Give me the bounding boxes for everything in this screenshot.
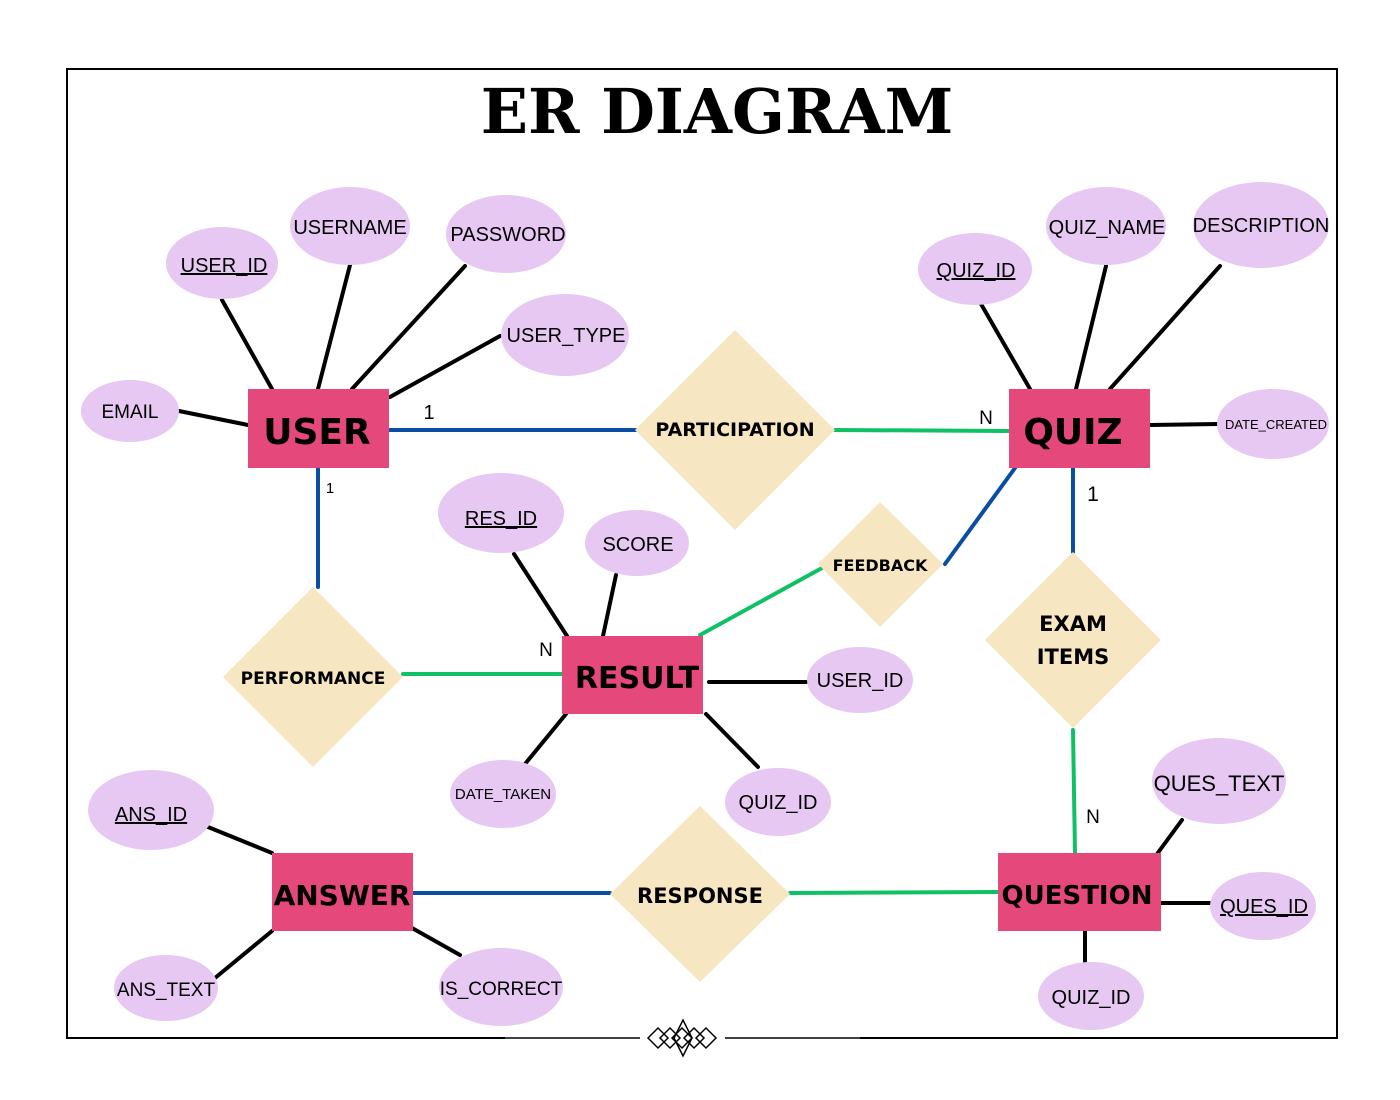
entity-quiz: QUIZ bbox=[1009, 389, 1150, 468]
attribute-email: EMAIL bbox=[81, 380, 179, 442]
entity-user: USER bbox=[248, 389, 389, 468]
svg-text:QUIZ: QUIZ bbox=[1023, 412, 1122, 453]
svg-text:EXAM: EXAM bbox=[1039, 612, 1107, 636]
svg-text:ANS_ID: ANS_ID bbox=[115, 804, 187, 826]
line-user-usertype bbox=[388, 334, 502, 399]
line-user-userid bbox=[220, 298, 274, 391]
svg-text:USER: USER bbox=[263, 412, 370, 453]
svg-text:QUIZ_ID: QUIZ_ID bbox=[739, 792, 818, 814]
page-title: ER DIAGRAM bbox=[481, 75, 953, 148]
svg-text:DATE_TAKEN: DATE_TAKEN bbox=[455, 786, 551, 803]
attribute-date-created: DATE_CREATED bbox=[1217, 389, 1329, 459]
line-result-datetaken bbox=[523, 712, 568, 766]
svg-text:IS_CORRECT: IS_CORRECT bbox=[440, 979, 563, 1000]
relationship-performance: PERFORMANCE bbox=[223, 587, 403, 767]
svg-text:ANSWER: ANSWER bbox=[274, 879, 411, 912]
line-question-questext bbox=[1155, 818, 1184, 856]
svg-text:QUIZ_NAME: QUIZ_NAME bbox=[1049, 217, 1166, 239]
relationship-response: RESPONSE bbox=[610, 806, 790, 982]
relationship-exam-items: EXAM ITEMS bbox=[985, 552, 1161, 728]
line-answer-ansid bbox=[206, 825, 274, 855]
relationship-participation: PARTICIPATION bbox=[635, 330, 835, 530]
entity-question: QUESTION bbox=[998, 853, 1161, 931]
line-quiz-quizname bbox=[1074, 264, 1108, 391]
svg-text:PERFORMANCE: PERFORMANCE bbox=[241, 669, 386, 689]
svg-text:QUESTION: QUESTION bbox=[1002, 881, 1153, 911]
line-quiz-quizid bbox=[979, 302, 1032, 391]
line-examitems-question bbox=[1071, 728, 1077, 855]
svg-text:FEEDBACK: FEEDBACK bbox=[833, 556, 928, 575]
attribute-ques-id: QUES_ID bbox=[1210, 872, 1316, 940]
svg-text:QUIZ_ID: QUIZ_ID bbox=[937, 260, 1016, 282]
svg-text:RESULT: RESULT bbox=[575, 661, 700, 696]
svg-text:ANS_TEXT: ANS_TEXT bbox=[117, 980, 216, 1001]
attribute-date-taken: DATE_TAKEN bbox=[450, 760, 556, 828]
svg-text:DATE_CREATED: DATE_CREATED bbox=[1225, 417, 1327, 432]
attribute-password: PASSWORD bbox=[446, 195, 566, 273]
svg-text:RESPONSE: RESPONSE bbox=[637, 884, 763, 908]
attribute-user-id: USER_ID bbox=[166, 227, 278, 299]
attribute-quiz-name: QUIZ_NAME bbox=[1046, 187, 1166, 265]
line-feedback-quiz bbox=[943, 466, 1017, 566]
cardinality-user-participation: 1 bbox=[423, 402, 434, 424]
svg-text:RES_ID: RES_ID bbox=[465, 508, 537, 530]
attribute-result-user-id: USER_ID bbox=[807, 647, 913, 713]
svg-text:PARTICIPATION: PARTICIPATION bbox=[655, 419, 814, 441]
line-response-question bbox=[788, 890, 1000, 895]
line-user-username bbox=[316, 263, 352, 391]
ornament-diamond-icon bbox=[646, 1018, 718, 1058]
svg-text:DESCRIPTION: DESCRIPTION bbox=[1193, 215, 1330, 237]
attribute-username: USERNAME bbox=[290, 187, 410, 265]
line-quiz-description bbox=[1108, 264, 1222, 391]
attribute-ans-id: ANS_ID bbox=[88, 770, 214, 850]
entity-answer: ANSWER bbox=[272, 853, 413, 931]
line-participation-quiz bbox=[833, 428, 1011, 433]
relationship-feedback: FEEDBACK bbox=[818, 502, 943, 627]
svg-text:PASSWORD: PASSWORD bbox=[450, 224, 565, 246]
attribute-is-correct: IS_CORRECT bbox=[439, 948, 563, 1026]
attribute-user-type: USER_TYPE bbox=[501, 294, 629, 376]
line-result-quizid bbox=[704, 712, 760, 769]
line-result-feedback bbox=[698, 566, 824, 637]
svg-text:QUES_TEXT: QUES_TEXT bbox=[1154, 771, 1285, 796]
attribute-res-id: RES_ID bbox=[438, 473, 564, 553]
line-answer-anstext bbox=[213, 929, 274, 980]
svg-text:USER_TYPE: USER_TYPE bbox=[507, 325, 626, 347]
frame-gap bbox=[505, 1034, 860, 1042]
attribute-description: DESCRIPTION bbox=[1193, 182, 1330, 268]
svg-text:USER_ID: USER_ID bbox=[817, 670, 904, 692]
cardinality-question-exam: N bbox=[1086, 807, 1100, 828]
svg-text:ITEMS: ITEMS bbox=[1037, 645, 1110, 669]
line-result-score bbox=[601, 573, 618, 638]
line-result-resid bbox=[512, 552, 569, 638]
svg-text:QUES_ID: QUES_ID bbox=[1220, 896, 1308, 918]
attribute-ans-text: ANS_TEXT bbox=[114, 955, 218, 1021]
attribute-result-quiz-id: QUIZ_ID bbox=[725, 768, 831, 836]
line-quiz-datecreated bbox=[1148, 422, 1220, 427]
svg-text:SCORE: SCORE bbox=[602, 534, 673, 556]
connectors bbox=[177, 263, 1222, 980]
svg-text:USER_ID: USER_ID bbox=[181, 255, 268, 277]
cardinality-quiz-participation: N bbox=[979, 408, 993, 429]
line-answer-iscorrect bbox=[410, 926, 462, 957]
entity-result: RESULT bbox=[562, 636, 703, 714]
attribute-question-quiz-id: QUIZ_ID bbox=[1038, 962, 1144, 1030]
line-user-password bbox=[350, 264, 467, 391]
svg-text:QUIZ_ID: QUIZ_ID bbox=[1052, 987, 1131, 1009]
attribute-ques-text: QUES_TEXT bbox=[1152, 738, 1286, 824]
cardinality-result-performance: N bbox=[539, 640, 553, 661]
svg-text:EMAIL: EMAIL bbox=[101, 402, 158, 423]
attribute-quiz-id: QUIZ_ID bbox=[918, 233, 1032, 305]
svg-text:USERNAME: USERNAME bbox=[293, 217, 406, 239]
cardinality-user-performance: 1 bbox=[326, 480, 334, 497]
cardinality-quiz-exam: 1 bbox=[1087, 483, 1099, 506]
line-user-email bbox=[177, 409, 250, 427]
attribute-score: SCORE bbox=[585, 510, 689, 576]
